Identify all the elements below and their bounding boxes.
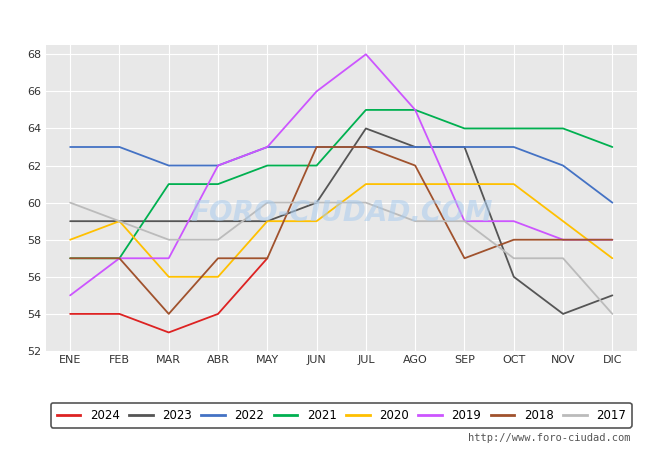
Text: FORO-CIUDAD.COM: FORO-CIUDAD.COM [190,199,493,227]
Text: Afiliados en Sorihuela a 31/5/2024: Afiliados en Sorihuela a 31/5/2024 [155,8,495,26]
Text: http://www.foro-ciudad.com: http://www.foro-ciudad.com [468,433,630,443]
Legend: 2024, 2023, 2022, 2021, 2020, 2019, 2018, 2017: 2024, 2023, 2022, 2021, 2020, 2019, 2018… [51,403,632,428]
